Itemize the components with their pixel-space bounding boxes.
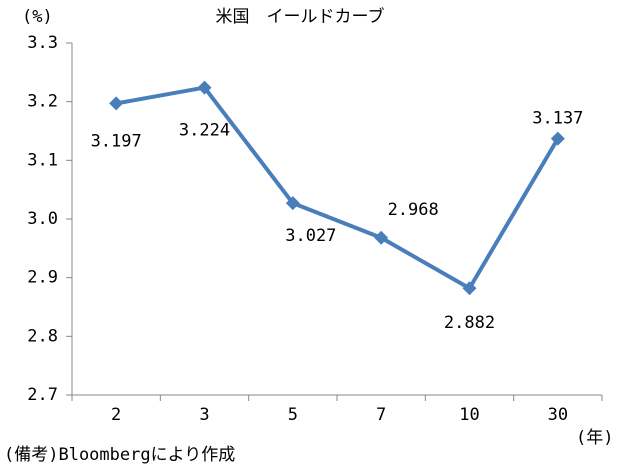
line (115, 85, 560, 291)
y-tick-label: 3.2 (27, 92, 58, 112)
x-tick-label: 3 (199, 405, 209, 425)
marker (374, 230, 389, 245)
chart-title: 米国 イールドカーブ (216, 6, 385, 27)
y-tick-label: 2.9 (27, 268, 58, 288)
y-tick-label: 3.3 (27, 33, 58, 53)
data-label: 3.224 (179, 121, 230, 141)
data-label: 2.968 (388, 200, 439, 220)
data-label: 3.027 (285, 226, 336, 246)
x-tick-label: 5 (288, 405, 298, 425)
x-tick-label: 30 (548, 405, 568, 425)
marker (550, 131, 565, 146)
x-unit: (年) (576, 428, 613, 448)
x-tick-label: 10 (459, 405, 479, 425)
x-tick-label: 7 (376, 405, 386, 425)
marker (197, 80, 212, 95)
y-unit: (%) (22, 7, 53, 27)
data-label: 3.197 (91, 131, 142, 151)
data-label: 3.137 (532, 109, 583, 129)
source-note: (備考)Bloombergにより作成 (4, 445, 235, 465)
marker (285, 196, 300, 211)
y-tick-label: 2.7 (27, 385, 58, 405)
y-tick-label: 3.0 (27, 209, 58, 229)
x-tick-label: 2 (111, 405, 121, 425)
marker (109, 96, 124, 111)
y-tick-label: 3.1 (27, 150, 58, 170)
marker (462, 281, 477, 296)
y-tick-label: 2.8 (27, 326, 58, 346)
data-label: 2.882 (444, 313, 495, 333)
